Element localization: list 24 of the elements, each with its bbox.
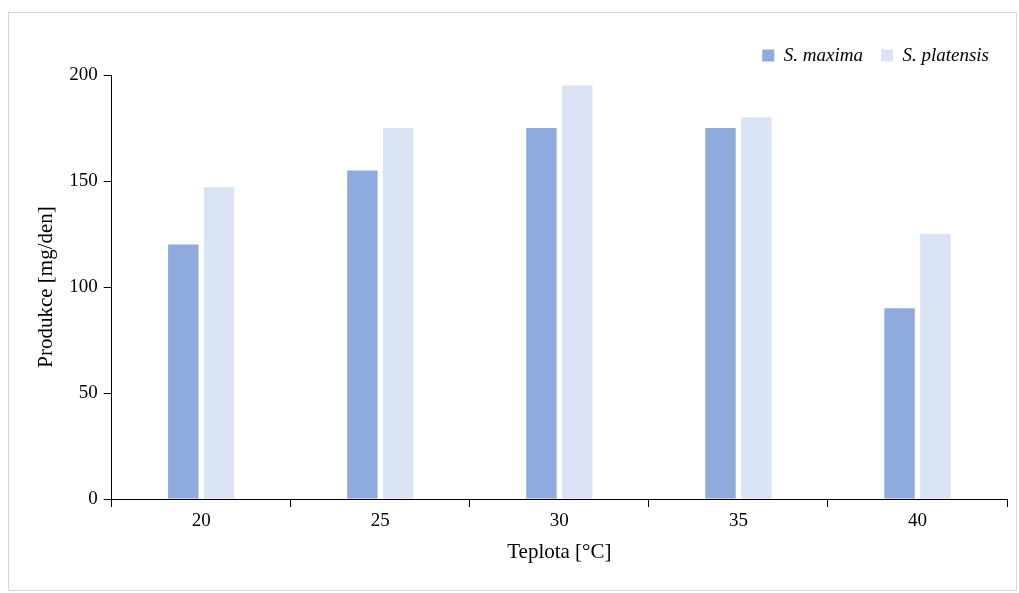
- y-tick-label: 200: [69, 62, 98, 84]
- y-tick-label: 50: [78, 380, 98, 402]
- x-tick-label: 25: [370, 509, 390, 531]
- x-tick-label: 35: [728, 509, 748, 531]
- x-tick-label: 20: [191, 509, 211, 531]
- y-axis-title: Produkce [mg/den]: [33, 206, 58, 368]
- bar: [741, 117, 772, 499]
- bar: [562, 85, 593, 499]
- bar: [920, 234, 951, 499]
- bar: [884, 308, 915, 499]
- legend-label: S. platensis: [902, 43, 989, 65]
- legend-label: S. maxima: [783, 43, 863, 65]
- bar: [526, 128, 557, 499]
- bar: [347, 170, 378, 499]
- x-tick-label: 30: [549, 509, 569, 531]
- y-tick-label: 100: [69, 274, 98, 296]
- x-tick-label: 40: [907, 509, 927, 531]
- bar: [382, 128, 414, 499]
- bar: [168, 244, 199, 499]
- x-axis-title: Teplota [°C]: [507, 538, 612, 563]
- bar: [705, 128, 736, 499]
- bar: [203, 187, 235, 499]
- y-tick-label: 0: [88, 486, 98, 508]
- y-tick-label: 150: [69, 168, 98, 190]
